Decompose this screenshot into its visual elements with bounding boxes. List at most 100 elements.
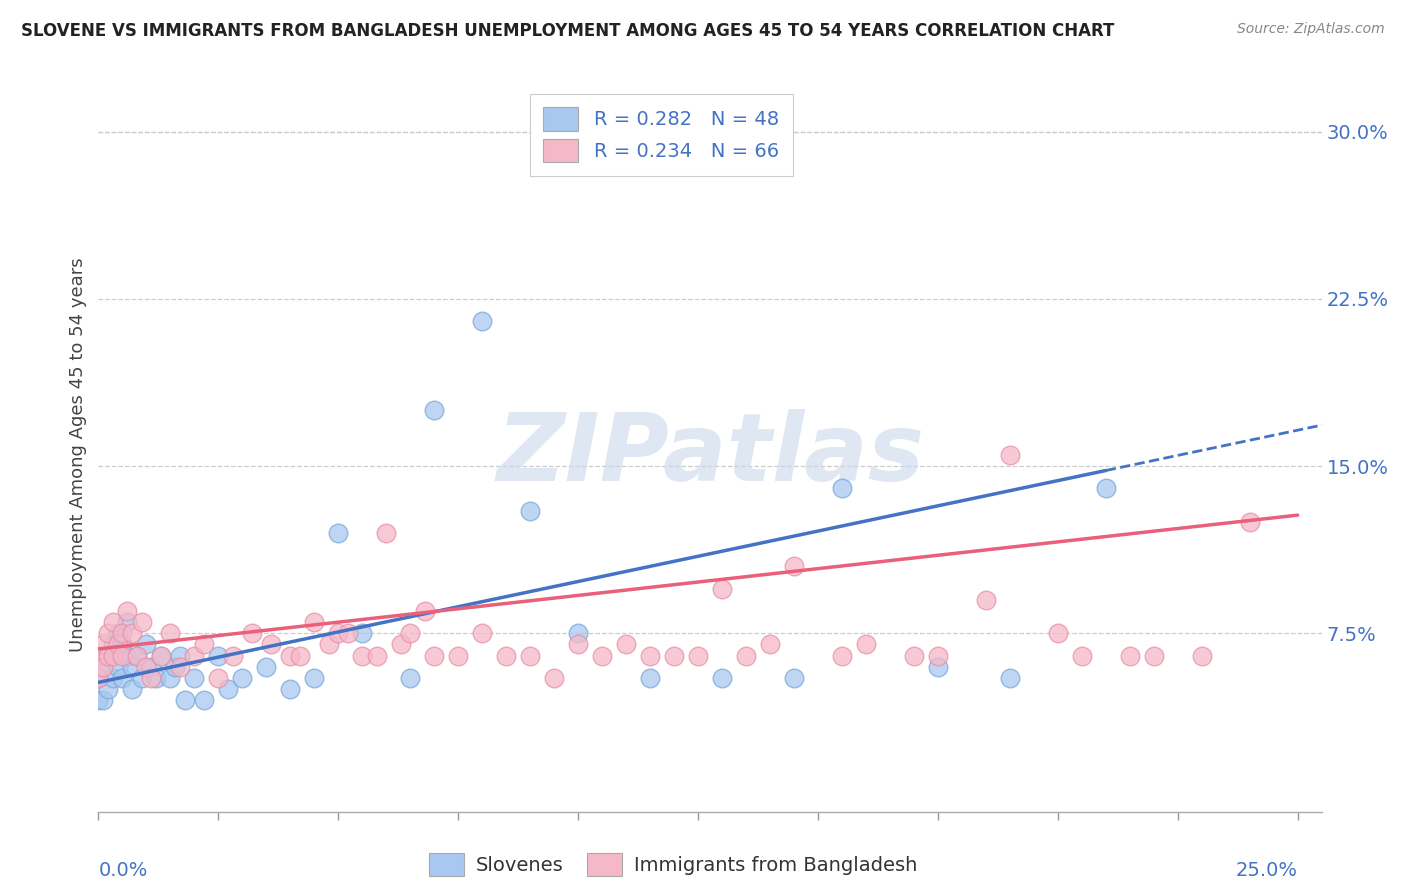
Point xyxy=(131,671,153,685)
Point xyxy=(131,615,153,630)
Point xyxy=(169,648,191,663)
Point xyxy=(304,615,326,630)
Legend: Slovenes, Immigrants from Bangladesh: Slovenes, Immigrants from Bangladesh xyxy=(422,845,925,884)
Point xyxy=(125,648,148,663)
Point xyxy=(1119,648,1142,663)
Point xyxy=(135,660,157,674)
Point xyxy=(254,660,277,674)
Point xyxy=(662,648,685,663)
Point xyxy=(471,314,494,328)
Point xyxy=(328,626,350,640)
Point xyxy=(159,626,181,640)
Point xyxy=(207,648,229,663)
Point xyxy=(231,671,253,685)
Point xyxy=(91,660,114,674)
Point xyxy=(1143,648,1166,663)
Point xyxy=(1239,515,1261,529)
Point xyxy=(107,626,129,640)
Point xyxy=(614,637,637,651)
Point xyxy=(183,648,205,663)
Point xyxy=(111,671,134,685)
Point xyxy=(107,660,129,674)
Point xyxy=(927,648,949,663)
Point xyxy=(87,671,110,685)
Point xyxy=(998,671,1021,685)
Point xyxy=(288,648,311,663)
Point xyxy=(567,637,589,651)
Point xyxy=(447,648,470,663)
Point xyxy=(855,637,877,651)
Point xyxy=(638,648,661,663)
Point xyxy=(399,626,422,640)
Y-axis label: Unemployment Among Ages 45 to 54 years: Unemployment Among Ages 45 to 54 years xyxy=(69,258,87,652)
Point xyxy=(145,671,167,685)
Point xyxy=(543,671,565,685)
Point xyxy=(87,693,110,707)
Point xyxy=(366,648,388,663)
Point xyxy=(495,648,517,663)
Point xyxy=(927,660,949,674)
Point xyxy=(1094,481,1116,495)
Point xyxy=(352,648,374,663)
Point xyxy=(91,693,114,707)
Point xyxy=(97,626,120,640)
Point xyxy=(567,626,589,640)
Point xyxy=(352,626,374,640)
Point xyxy=(125,648,148,663)
Point xyxy=(278,648,301,663)
Point xyxy=(121,681,143,696)
Point xyxy=(111,648,134,663)
Point xyxy=(831,648,853,663)
Point xyxy=(183,671,205,685)
Point xyxy=(97,648,120,663)
Point xyxy=(193,693,215,707)
Point xyxy=(759,637,782,651)
Point xyxy=(903,648,925,663)
Point xyxy=(974,592,997,607)
Point xyxy=(141,660,163,674)
Point xyxy=(111,626,134,640)
Point xyxy=(101,615,124,630)
Point xyxy=(638,671,661,685)
Point xyxy=(375,526,398,541)
Point xyxy=(423,403,446,417)
Point xyxy=(783,671,806,685)
Point xyxy=(115,604,138,618)
Point xyxy=(115,648,138,663)
Point xyxy=(591,648,613,663)
Point xyxy=(91,660,114,674)
Point xyxy=(471,626,494,640)
Point xyxy=(519,503,541,517)
Point xyxy=(318,637,340,651)
Point xyxy=(1046,626,1069,640)
Point xyxy=(1191,648,1213,663)
Point xyxy=(831,481,853,495)
Point xyxy=(304,671,326,685)
Text: SLOVENE VS IMMIGRANTS FROM BANGLADESH UNEMPLOYMENT AMONG AGES 45 TO 54 YEARS COR: SLOVENE VS IMMIGRANTS FROM BANGLADESH UN… xyxy=(21,22,1115,40)
Point xyxy=(121,660,143,674)
Text: 25.0%: 25.0% xyxy=(1236,861,1298,880)
Point xyxy=(207,671,229,685)
Point xyxy=(91,637,114,651)
Point xyxy=(149,648,172,663)
Point xyxy=(111,637,134,651)
Point xyxy=(159,671,181,685)
Point xyxy=(389,637,412,651)
Point xyxy=(97,648,120,663)
Point xyxy=(240,626,263,640)
Point xyxy=(328,526,350,541)
Point xyxy=(399,671,422,685)
Point xyxy=(423,648,446,663)
Point xyxy=(87,671,110,685)
Text: ZIPatlas: ZIPatlas xyxy=(496,409,924,501)
Point xyxy=(97,681,120,696)
Point xyxy=(735,648,758,663)
Point xyxy=(149,648,172,663)
Point xyxy=(783,559,806,574)
Point xyxy=(101,648,124,663)
Point xyxy=(413,604,436,618)
Point xyxy=(686,648,709,663)
Point xyxy=(260,637,283,651)
Point xyxy=(165,660,187,674)
Point xyxy=(135,637,157,651)
